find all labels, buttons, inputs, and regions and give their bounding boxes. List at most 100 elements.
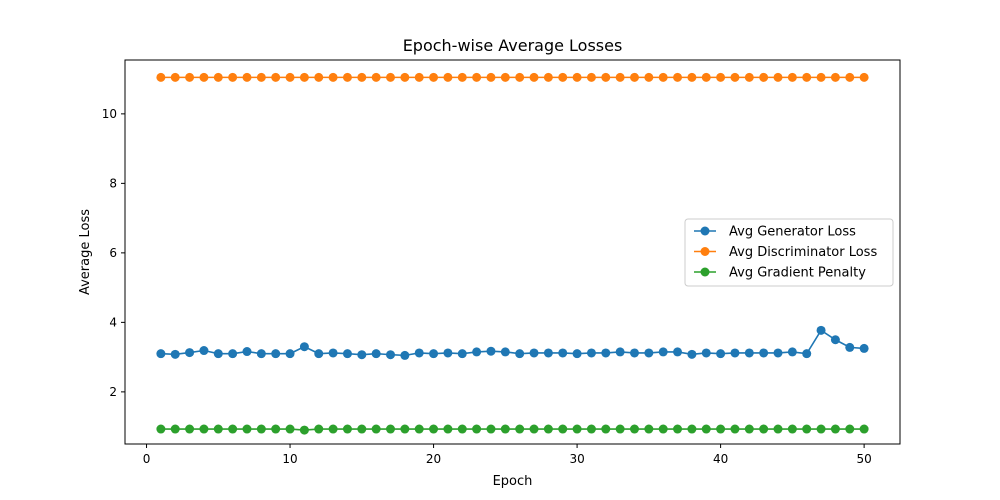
data-point-avg-generator-loss [716, 349, 726, 359]
data-point-avg-generator-loss [644, 348, 654, 358]
data-point-avg-generator-loss [773, 348, 783, 358]
data-point-avg-gradient-penalty [859, 424, 869, 434]
data-point-avg-discriminator-loss [802, 72, 812, 82]
data-point-avg-generator-loss [156, 349, 166, 359]
data-point-avg-generator-loss [601, 348, 611, 358]
y-axis: 2 4 6 8 10 [102, 107, 125, 399]
data-point-avg-generator-loss [242, 347, 252, 357]
data-point-avg-discriminator-loss [644, 72, 654, 82]
data-point-avg-gradient-penalty [673, 424, 683, 434]
data-point-avg-gradient-penalty [615, 424, 625, 434]
data-point-avg-gradient-penalty [744, 424, 754, 434]
x-axis-label: Epoch [493, 474, 533, 489]
data-point-avg-discriminator-loss [443, 72, 453, 82]
chart-title: Epoch-wise Average Losses [403, 36, 623, 55]
data-point-avg-discriminator-loss [357, 72, 367, 82]
data-point-avg-generator-loss [414, 348, 424, 358]
data-point-avg-gradient-penalty [472, 424, 482, 434]
x-tick-label: 0 [143, 452, 151, 466]
data-point-avg-gradient-penalty [443, 424, 453, 434]
data-point-avg-generator-loss [787, 347, 797, 357]
legend-label: Avg Discriminator Loss [729, 245, 877, 260]
y-tick-label: 2 [109, 385, 117, 399]
data-point-avg-gradient-penalty [529, 424, 539, 434]
data-point-avg-gradient-penalty [371, 424, 381, 434]
data-point-avg-gradient-penalty [515, 424, 525, 434]
data-point-avg-gradient-penalty [629, 424, 639, 434]
x-tick-label: 30 [569, 452, 584, 466]
data-point-avg-generator-loss [371, 349, 381, 359]
data-point-avg-generator-loss [285, 349, 295, 359]
data-point-avg-gradient-penalty [185, 424, 195, 434]
data-point-avg-gradient-penalty [342, 424, 352, 434]
data-point-avg-gradient-penalty [271, 424, 281, 434]
data-point-avg-generator-loss [314, 349, 324, 359]
data-point-avg-discriminator-loss [271, 72, 281, 82]
data-point-avg-generator-loss [170, 349, 180, 359]
data-point-avg-gradient-penalty [787, 424, 797, 434]
data-point-avg-discriminator-loss [371, 72, 381, 82]
legend-marker [700, 226, 710, 236]
data-point-avg-gradient-penalty [601, 424, 611, 434]
data-point-avg-generator-loss [386, 350, 396, 360]
data-point-avg-discriminator-loss [615, 72, 625, 82]
data-point-avg-gradient-penalty [830, 424, 840, 434]
data-point-avg-discriminator-loss [199, 72, 209, 82]
data-point-avg-generator-loss [730, 348, 740, 358]
series-line-avg-gradient-penalty [160, 428, 865, 431]
series-avg-gradient-penalty [156, 424, 869, 435]
data-point-avg-discriminator-loss [342, 72, 352, 82]
data-point-avg-discriminator-loss [472, 72, 482, 82]
legend-item-avg-gradient-penalty: Avg Gradient Penalty [694, 266, 866, 281]
x-axis: 0 10 20 30 40 50 [143, 444, 872, 466]
data-point-avg-gradient-penalty [543, 424, 553, 434]
legend-marker [700, 247, 710, 256]
legend-box [684, 218, 894, 287]
data-point-avg-discriminator-loss [787, 72, 797, 82]
data-point-avg-gradient-penalty [486, 424, 496, 434]
data-point-avg-generator-loss [472, 347, 482, 357]
data-point-avg-discriminator-loss [228, 72, 238, 82]
data-point-avg-generator-loss [457, 349, 467, 359]
data-point-avg-gradient-penalty [586, 424, 596, 434]
data-point-avg-discriminator-loss [170, 72, 180, 82]
legend-label: Avg Generator Loss [729, 225, 856, 240]
data-point-avg-gradient-penalty [701, 424, 711, 434]
data-point-avg-discriminator-loss [716, 72, 726, 82]
data-point-avg-generator-loss [830, 335, 840, 345]
data-point-avg-discriminator-loss [830, 72, 840, 82]
data-point-avg-discriminator-loss [414, 72, 424, 82]
data-point-avg-discriminator-loss [543, 72, 553, 82]
data-point-avg-generator-loss [816, 325, 826, 335]
data-point-avg-discriminator-loss [859, 72, 869, 82]
data-point-avg-generator-loss [443, 348, 453, 358]
data-point-avg-gradient-penalty [429, 424, 439, 434]
data-point-avg-discriminator-loss [515, 72, 525, 82]
data-point-avg-discriminator-loss [242, 72, 252, 82]
data-point-avg-gradient-penalty [759, 424, 769, 434]
data-point-avg-generator-loss [558, 348, 568, 358]
data-point-avg-discriminator-loss [156, 72, 166, 82]
data-point-avg-discriminator-loss [629, 72, 639, 82]
data-point-avg-generator-loss [400, 350, 410, 360]
data-point-avg-gradient-penalty [414, 424, 424, 434]
x-tick-label: 40 [713, 452, 728, 466]
data-point-avg-generator-loss [429, 349, 439, 359]
data-point-avg-discriminator-loss [299, 72, 309, 82]
data-point-avg-generator-loss [543, 348, 553, 358]
data-point-avg-gradient-penalty [156, 424, 166, 434]
data-point-avg-generator-loss [328, 348, 338, 358]
series-avg-generator-loss [156, 325, 869, 360]
data-point-avg-discriminator-loss [285, 72, 295, 82]
data-point-avg-discriminator-loss [816, 72, 826, 82]
data-point-avg-generator-loss [342, 349, 352, 359]
data-point-avg-discriminator-loss [457, 72, 467, 82]
data-point-avg-generator-loss [515, 349, 525, 359]
data-point-avg-generator-loss [529, 348, 539, 358]
data-point-avg-gradient-penalty [256, 424, 266, 434]
series-line-avg-generator-loss [160, 329, 865, 357]
data-point-avg-discriminator-loss [256, 72, 266, 82]
data-point-avg-discriminator-loss [744, 72, 754, 82]
data-point-avg-generator-loss [500, 347, 510, 357]
data-point-avg-gradient-penalty [213, 424, 223, 434]
